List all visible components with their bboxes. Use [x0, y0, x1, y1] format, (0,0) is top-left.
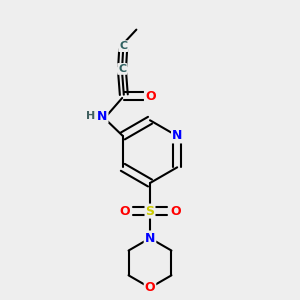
Text: C: C [118, 64, 126, 74]
Text: N: N [172, 130, 182, 142]
Text: N: N [97, 110, 107, 123]
Text: O: O [170, 205, 181, 218]
Text: O: O [145, 281, 155, 294]
Text: C: C [119, 41, 127, 51]
Text: S: S [146, 205, 154, 218]
Text: O: O [119, 205, 130, 218]
Text: N: N [145, 232, 155, 245]
Text: O: O [145, 90, 156, 103]
Text: N: N [145, 232, 155, 245]
Text: H: H [86, 111, 95, 121]
